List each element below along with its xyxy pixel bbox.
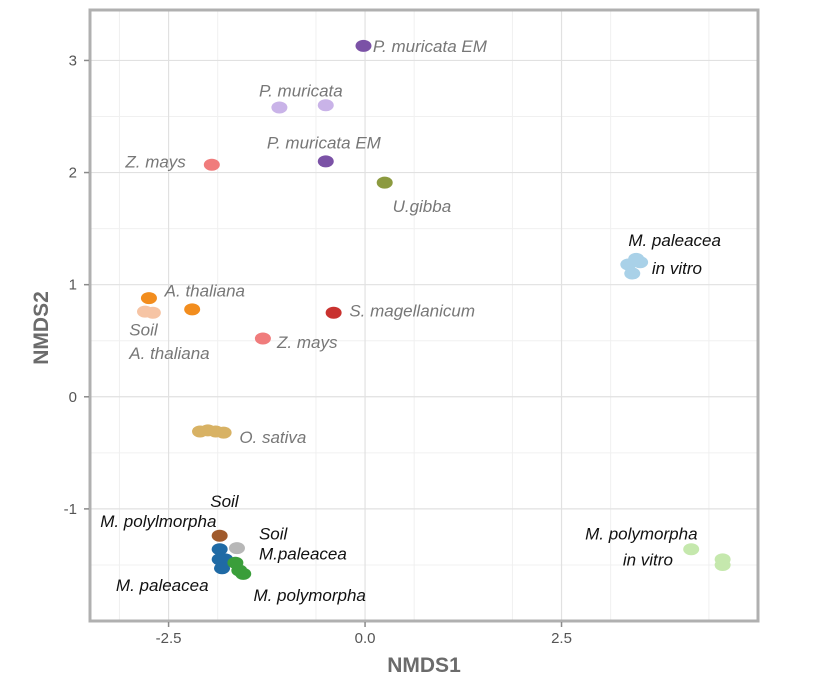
y-axis-title: NMDS2: [30, 291, 53, 365]
x-tick-label: -2.5: [156, 630, 182, 647]
data-point: [235, 567, 252, 580]
data-point: [203, 158, 220, 171]
point-annotations: P. muricata EM P. muricata P. muricata EM Z…: [100, 37, 721, 605]
point-annotation: P. muricata: [259, 82, 343, 101]
y-tick-label: -1: [64, 501, 77, 518]
data-point: [683, 543, 700, 556]
point-annotation: P. muricata EM: [267, 133, 382, 152]
data-point: [211, 529, 228, 542]
point-annotation: M. polymorpha: [253, 586, 365, 605]
point-annotation: M. paleacea: [116, 576, 209, 595]
y-tick-label: 0: [69, 389, 77, 406]
point-annotation: A. thaliana: [128, 344, 209, 363]
data-point: [184, 303, 201, 316]
data-point: [211, 543, 228, 556]
data-points: [137, 39, 731, 580]
point-annotation: M. polymorpha: [585, 525, 697, 544]
data-point: [140, 292, 157, 305]
point-annotation: Z. mays: [124, 152, 186, 171]
data-point: [271, 101, 288, 114]
grid-lines: [90, 10, 758, 621]
point-annotation: P. muricata EM: [373, 37, 488, 56]
data-point: [215, 426, 232, 439]
point-annotation: A. thaliana: [164, 281, 245, 300]
point-annotation: M. paleacea: [628, 231, 721, 250]
axis-ticks: -2.5 0.0 2.5 -1 0 1 2 3: [64, 52, 572, 647]
data-point: [325, 306, 342, 319]
point-annotation: S. magellanicum: [349, 301, 475, 320]
data-point: [317, 99, 334, 112]
x-tick-label: 0.0: [355, 630, 376, 647]
point-annotation: Z. mays: [276, 333, 338, 352]
point-annotation: Soil: [259, 525, 289, 544]
x-axis-title: NMDS1: [387, 654, 461, 677]
data-point: [228, 542, 245, 555]
data-point: [714, 558, 731, 571]
y-tick-label: 3: [69, 52, 77, 69]
point-annotation: U.gibba: [393, 197, 452, 216]
y-tick-label: 1: [69, 277, 77, 294]
plot-background: [90, 10, 758, 621]
data-point: [355, 39, 372, 52]
data-point: [632, 256, 649, 269]
y-tick-label: 2: [69, 165, 77, 182]
data-point: [624, 267, 641, 280]
data-point: [144, 306, 161, 319]
data-point: [214, 562, 231, 575]
point-annotation: O. sativa: [239, 428, 306, 447]
data-point: [376, 176, 393, 189]
point-annotation: in vitro: [652, 259, 702, 278]
point-annotation: Soil: [129, 321, 159, 340]
point-annotation: Soil: [210, 492, 240, 511]
data-point: [317, 155, 334, 168]
data-point: [254, 332, 271, 345]
point-annotation: in vitro: [623, 550, 673, 569]
plot-border: [88, 8, 760, 623]
x-tick-label: 2.5: [551, 630, 572, 647]
point-annotation: M.paleacea: [259, 545, 347, 564]
point-annotation: M. polylmorpha: [100, 512, 216, 531]
